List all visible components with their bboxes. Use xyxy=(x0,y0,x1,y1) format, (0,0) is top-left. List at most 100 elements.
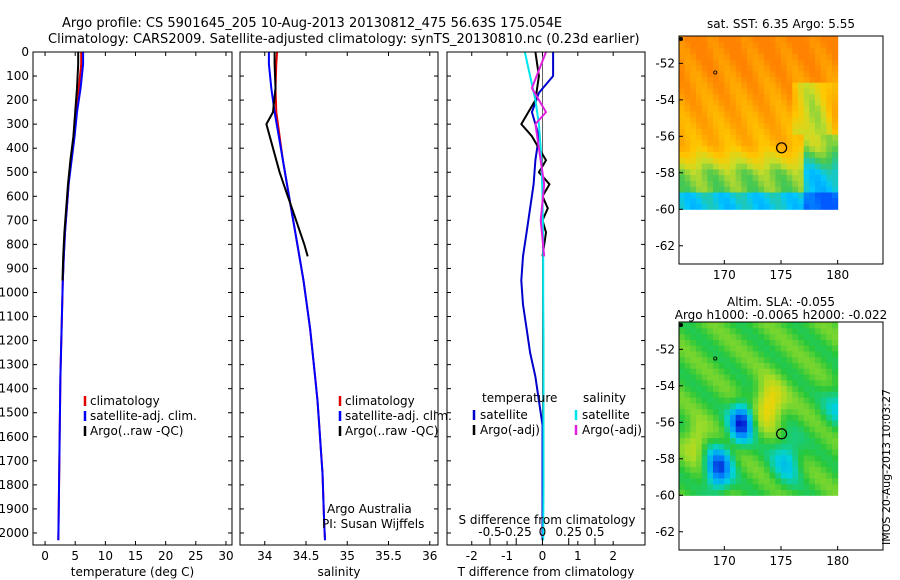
map-cell xyxy=(758,134,765,141)
map-cell xyxy=(786,197,793,204)
map-cell xyxy=(826,333,833,340)
map-cell xyxy=(735,82,742,89)
map-cell xyxy=(758,397,765,404)
map-cell xyxy=(792,116,799,124)
map-cell xyxy=(826,157,833,164)
map-cell xyxy=(741,163,748,170)
map-cell xyxy=(713,76,720,83)
map-cell xyxy=(792,47,799,54)
map-cell xyxy=(769,420,776,427)
map-cell xyxy=(718,466,725,473)
map-cell xyxy=(826,322,833,329)
map-cell xyxy=(730,59,737,66)
map-cell xyxy=(741,140,748,147)
map-cell xyxy=(747,397,754,404)
map-cell xyxy=(758,140,765,147)
map-cell xyxy=(713,420,720,427)
map-cell xyxy=(781,374,788,381)
map-cell xyxy=(707,192,714,199)
map-cell xyxy=(826,145,833,152)
map-cell xyxy=(832,105,839,112)
map-cell xyxy=(752,168,759,176)
map-cell xyxy=(826,197,833,204)
map-cell xyxy=(781,59,788,66)
map-cell xyxy=(820,36,827,43)
map-cell xyxy=(775,140,782,147)
map-cell xyxy=(684,437,691,444)
map-cell xyxy=(718,385,725,392)
map-cell xyxy=(696,333,703,340)
x-tick-label: 34 xyxy=(257,549,272,563)
map-cell xyxy=(718,70,725,77)
map-cell xyxy=(684,483,691,490)
map-cell xyxy=(707,437,714,444)
map-cell xyxy=(724,472,731,479)
map-cell xyxy=(798,157,805,164)
map-cell xyxy=(735,76,742,83)
map-cell xyxy=(809,385,816,392)
map-cell xyxy=(809,327,816,335)
map-cell xyxy=(707,174,714,181)
map-cell xyxy=(758,145,765,152)
map-cell xyxy=(747,116,754,124)
map-cell xyxy=(809,454,816,462)
map-cell xyxy=(696,350,703,358)
map-y-tick-label: -62 xyxy=(655,525,675,539)
map-cell xyxy=(752,111,759,118)
map-cell xyxy=(803,140,810,147)
map-cell xyxy=(798,449,805,456)
map-cell xyxy=(679,151,686,158)
map-cell xyxy=(769,157,776,164)
map-cell xyxy=(730,203,737,210)
map-cell xyxy=(792,322,799,329)
map-cell xyxy=(820,41,827,49)
map-cell xyxy=(832,70,839,77)
map-cell xyxy=(741,350,748,358)
map-cell xyxy=(781,163,788,170)
map-cell xyxy=(764,151,771,158)
map-cell xyxy=(769,116,776,124)
map-cell xyxy=(718,391,725,398)
map-cell xyxy=(752,472,759,479)
map-cell xyxy=(809,356,816,363)
map-cell xyxy=(832,322,839,329)
map-cell xyxy=(775,82,782,89)
map-cell xyxy=(786,99,793,106)
map-cell xyxy=(735,402,742,410)
map-cell xyxy=(713,466,720,473)
map-cell xyxy=(826,414,833,421)
map-cell xyxy=(769,322,776,329)
map-cell xyxy=(701,322,708,329)
map-y-tick-label: -56 xyxy=(655,129,675,143)
map-cell xyxy=(798,489,805,496)
map-cell xyxy=(764,339,771,346)
map-cell xyxy=(713,333,720,340)
map-cell xyxy=(752,128,759,135)
map-cell xyxy=(747,379,754,387)
map-cell xyxy=(713,59,720,66)
map-cell xyxy=(820,408,827,415)
map-cell xyxy=(803,111,810,118)
map-cell xyxy=(758,478,765,485)
map-cell xyxy=(775,180,782,187)
y-tick-label: 0 xyxy=(21,45,29,59)
map-cell xyxy=(786,53,793,60)
map-cell xyxy=(781,478,788,485)
map-cell xyxy=(820,47,827,54)
map-cell xyxy=(786,88,793,95)
map-cell xyxy=(684,151,691,158)
map-cell xyxy=(747,140,754,147)
map-y-tick-label: -60 xyxy=(655,202,675,216)
map-cell xyxy=(803,345,810,352)
map-cell xyxy=(758,379,765,387)
map-cell xyxy=(775,368,782,375)
map-cell xyxy=(826,163,833,170)
map-cell xyxy=(735,385,742,392)
map-cell xyxy=(741,431,748,438)
map-cell xyxy=(747,449,754,456)
map-cell xyxy=(701,128,708,135)
map-cell xyxy=(803,88,810,95)
legend-label: climatology xyxy=(90,394,160,408)
map-cell xyxy=(690,180,697,187)
map-cell xyxy=(815,180,822,187)
